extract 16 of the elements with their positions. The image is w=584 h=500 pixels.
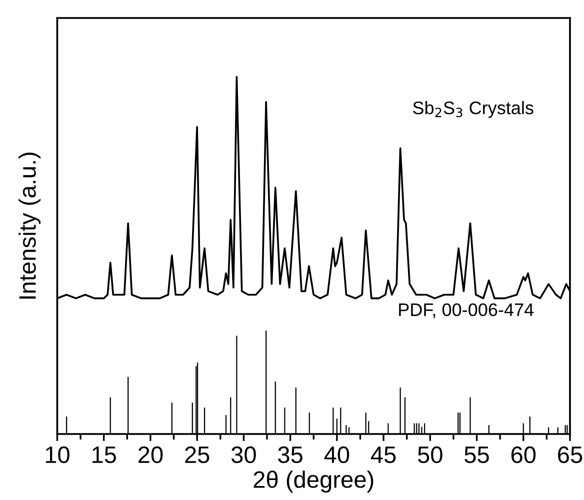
x-tick-label: 60 — [511, 446, 536, 464]
x-tick-label: 10 — [46, 446, 70, 464]
x-tick-label: 40 — [324, 446, 350, 464]
x-tick-label: 15 — [92, 446, 116, 464]
x-tick-label: 20 — [138, 446, 163, 464]
annotation: Sb$_{2}$S$_{3}$ Crystals — [413, 101, 534, 118]
x-tick-label: 50 — [418, 446, 442, 464]
x-tick-label: 45 — [370, 446, 396, 464]
x-tick-label: 35 — [278, 446, 302, 464]
x-tick-label: 65 — [558, 446, 582, 464]
x-tick-label: 25 — [185, 446, 210, 464]
x-tick-label: 55 — [464, 446, 489, 464]
y-axis-title: Intensity (a.u.) — [18, 152, 41, 299]
annotation: PDF, 00-006-474 — [399, 303, 534, 318]
x-tick-label: 30 — [231, 446, 256, 464]
x-axis-title: 2θ (degree) — [254, 470, 374, 493]
